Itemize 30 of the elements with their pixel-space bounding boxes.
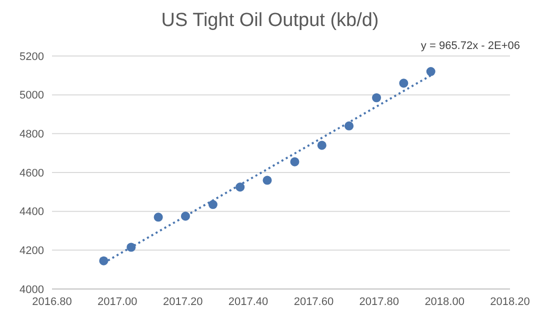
y-tick-label: 4000 (20, 284, 44, 296)
point (372, 93, 382, 102)
point (317, 140, 326, 150)
point (344, 121, 354, 130)
x-tick-label: 2018.00 (424, 296, 464, 308)
point (180, 212, 190, 221)
point (154, 212, 163, 222)
x-tick-label: 2017.60 (294, 296, 334, 308)
text: y = 965.72x - 2E+06 (420, 40, 520, 52)
x-tick-label: 2016.80 (32, 296, 72, 308)
chart-title: US Tight Oil Output (kb/d) (160, 10, 380, 32)
point (399, 78, 408, 88)
x-tick-label: 2017.20 (162, 296, 203, 308)
point (262, 176, 272, 185)
point (426, 67, 436, 76)
x-tick-label: 2017.00 (98, 296, 138, 308)
point (99, 256, 108, 266)
point (126, 242, 136, 252)
y-tick-label: 5200 (20, 50, 44, 63)
point (290, 157, 300, 166)
point (208, 200, 218, 210)
x-tick-label: 2018.20 (490, 296, 530, 308)
y-tick-label: 4800 (20, 128, 44, 141)
x-tick-label: 2017.40 (228, 296, 268, 308)
y-tick-label: 4400 (20, 206, 44, 218)
y-tick-label: 5000 (20, 90, 44, 102)
y-tick-label: 4200 (20, 245, 44, 258)
y-tick-label: 4600 (20, 167, 44, 180)
x-tick-label: 2017.80 (359, 296, 400, 308)
point (236, 182, 245, 192)
